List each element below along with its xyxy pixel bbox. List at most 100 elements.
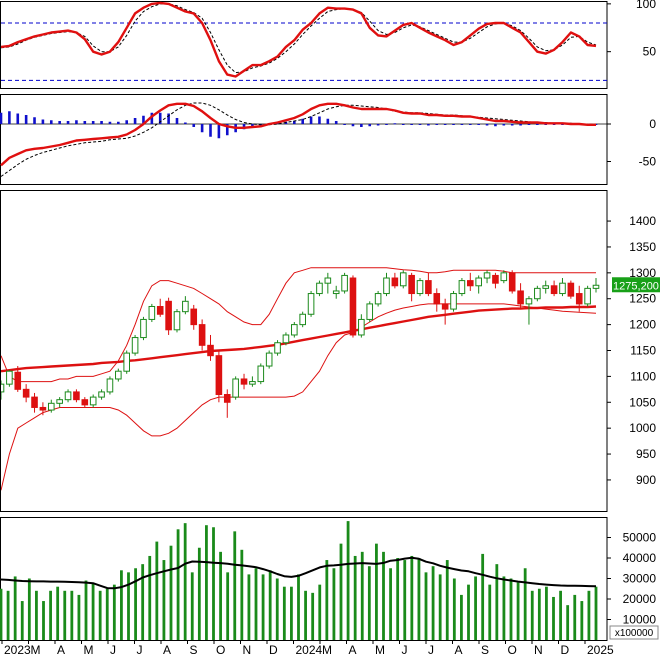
macd-histogram-bar: [460, 124, 464, 125]
volume-bar: [410, 555, 414, 640]
macd-histogram-bar: [326, 118, 330, 124]
volume-bar: [311, 592, 315, 640]
x-axis-tick-label: J: [402, 643, 408, 656]
volume-tick-label: 10000: [623, 613, 657, 627]
volume-bar: [127, 572, 130, 640]
volume-bar: [573, 594, 577, 640]
price-tick-label: 900: [636, 473, 656, 487]
volume-bar: [27, 578, 31, 640]
macd-histogram-bar: [209, 124, 212, 137]
macd-histogram-bar: [376, 124, 380, 126]
macd-histogram-bar: [192, 124, 196, 127]
macd-histogram-bar: [309, 116, 313, 124]
volume-bar: [424, 572, 428, 640]
volume-bar: [559, 590, 562, 640]
candle-body: [425, 280, 432, 295]
x-axis-tick-label: O: [508, 643, 517, 656]
volume-bar: [396, 558, 400, 640]
macd-histogram-bar: [133, 118, 137, 124]
volume-bar: [169, 545, 173, 640]
volume-bar: [240, 549, 244, 640]
candle-body: [173, 311, 181, 331]
macd-histogram-bar: [117, 121, 120, 124]
candle-body: [500, 272, 508, 282]
macd-histogram-bar: [343, 124, 346, 125]
volume-bar: [49, 590, 52, 640]
volume-bar: [545, 586, 548, 640]
candle-body: [575, 293, 583, 305]
volume-bar: [205, 525, 208, 640]
macd-histogram-bar: [519, 124, 522, 126]
candle-body: [22, 388, 30, 398]
candle-body: [349, 277, 357, 336]
volume-tick-label: 30000: [623, 572, 657, 586]
rsi-tick-label: 50: [643, 45, 657, 59]
macd-histogram-bar: [318, 116, 321, 124]
candle-body: [190, 308, 198, 326]
volume-bar: [417, 558, 421, 640]
candle-body: [366, 303, 374, 320]
candle-body: [391, 277, 399, 287]
x-axis-tick-label: 2025: [587, 643, 614, 656]
candle-body: [6, 370, 13, 385]
candle-body: [1, 383, 5, 393]
candle-body: [73, 391, 80, 401]
volume-bar: [134, 568, 137, 640]
volume-bar: [226, 572, 230, 640]
candle-body: [584, 287, 591, 305]
volume-bar: [325, 560, 329, 640]
x-axis-tick-label: M: [375, 643, 385, 656]
macd-histogram-bar: [301, 118, 304, 124]
volume-bar: [77, 594, 81, 640]
macd-histogram-bar: [66, 121, 70, 124]
price-tick-label: 1150: [630, 344, 656, 358]
volume-bar: [566, 605, 570, 640]
volume-bar: [297, 574, 300, 640]
candle-body: [525, 298, 533, 305]
price-tick-label: 1050: [629, 395, 656, 409]
x-axis-tick-label: N: [534, 643, 543, 656]
volume-bar: [6, 590, 10, 640]
volume-tick-label: 20000: [623, 592, 657, 606]
candle-body: [89, 396, 97, 406]
macd-histogram-bar: [452, 124, 455, 125]
candle-body: [534, 287, 541, 300]
last-price-label-bg: [612, 277, 660, 293]
x-axis-tick-label: M: [84, 643, 94, 656]
volume-bar: [389, 568, 392, 640]
volume-bar: [233, 531, 237, 640]
macd-histogram-bar: [393, 123, 397, 125]
volume-bar: [304, 590, 307, 640]
macd-histogram-bar: [477, 124, 480, 125]
candle-body: [299, 313, 306, 326]
volume-bar: [502, 576, 506, 640]
volume-bar: [13, 576, 17, 640]
price-tick-label: 950: [636, 447, 656, 461]
candle-body: [341, 274, 348, 292]
candle-body: [433, 293, 441, 305]
candle-body: [332, 290, 340, 295]
volume-bar: [332, 568, 336, 640]
x-axis-tick-label: M: [31, 643, 41, 656]
volume-bar: [537, 588, 541, 640]
volume-bar: [212, 527, 215, 640]
candle-body: [156, 305, 164, 315]
x-axis-tick-label: D: [269, 643, 278, 656]
macd-histogram-bar: [8, 111, 11, 124]
x-axis-tick-label: M: [322, 643, 332, 656]
candle-body: [399, 272, 407, 287]
macd-histogram-bar: [225, 124, 229, 136]
macd-histogram-bar: [217, 124, 221, 139]
candle-body: [207, 344, 214, 357]
volume-bar: [197, 547, 201, 640]
macd-histogram-bar: [510, 124, 514, 126]
candle-body: [140, 318, 147, 339]
candle-body: [282, 334, 290, 344]
candle-body: [240, 378, 248, 385]
candle-body: [165, 300, 172, 331]
candle-body: [106, 378, 114, 393]
macd-histogram-bar: [125, 120, 129, 124]
volume-bar: [509, 578, 513, 640]
volume-bar: [346, 521, 350, 640]
volume-bar: [183, 523, 187, 640]
